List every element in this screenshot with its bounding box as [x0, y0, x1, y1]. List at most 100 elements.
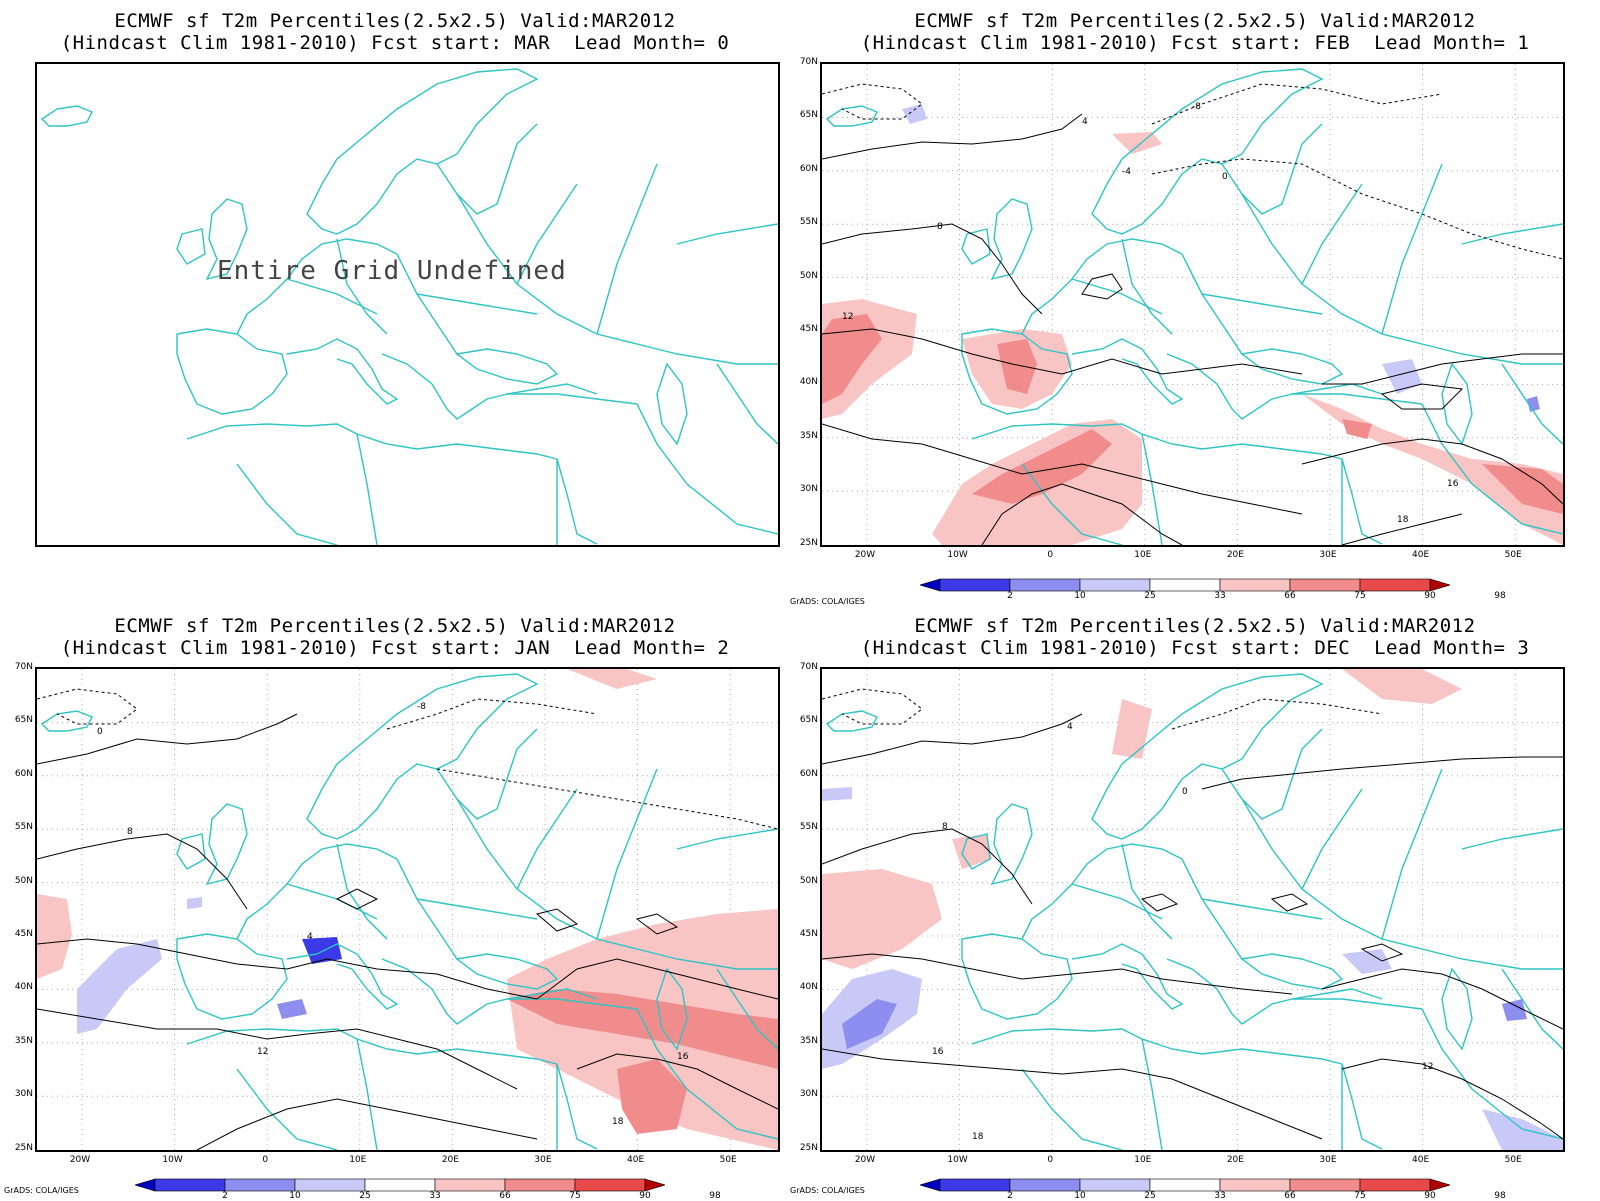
colorbar-label: 66 [1284, 1191, 1296, 1201]
panel-title-line2: (Hindcast Clim 1981-2010) Fcst start: JA… [60, 637, 730, 659]
latitude-label: 50N [799, 270, 818, 281]
latitude-label: 65N [799, 110, 818, 121]
contour-line [1301, 438, 1563, 505]
colorbar-bin [1289, 578, 1361, 592]
colorbar-bin [1149, 578, 1221, 592]
longitude-label: 0 [1047, 1155, 1054, 1165]
coastline-map [40, 68, 778, 545]
cold-anomaly-region [1502, 999, 1527, 1021]
colorbar-bin [364, 1178, 436, 1192]
contour-label: 12 [1422, 1062, 1433, 1072]
grads-credit: GrADS: COLA/IGES [790, 1186, 865, 1195]
longitude-label: 0 [1047, 550, 1054, 560]
contour-label: 18 [612, 1117, 624, 1127]
colorbar-label: 66 [1284, 591, 1296, 601]
latitude-label: 70N [799, 662, 818, 672]
contour-line-dashed [37, 688, 138, 725]
map-frame: -8 -4 0 4 8 12 16 18 [820, 62, 1565, 547]
warm-anomaly-region [1112, 132, 1162, 154]
cold-anomaly-region [1382, 359, 1422, 394]
colorbar-bin [1219, 1178, 1291, 1192]
latitude-label: 30N [799, 1089, 818, 1100]
warm-anomaly-region [822, 869, 942, 969]
colorbar: 2 10 25 33 66 75 90 98 [133, 1177, 721, 1201]
warm-anomaly-region [1342, 669, 1462, 704]
longitude-label: 30E [1319, 1155, 1337, 1165]
contour-labels: -8 0 4 8 12 16 18 [97, 702, 689, 1127]
contour-label: 8 [942, 822, 948, 832]
cold-anomaly-region [1527, 396, 1540, 412]
latitude-label: 40N [799, 982, 818, 993]
contour-line-dashed [1171, 698, 1383, 730]
colorbar-bin [939, 578, 1011, 592]
colorbar-label: 66 [499, 1191, 511, 1201]
latitude-label: 45N [799, 929, 818, 939]
colorbar-label: 10 [289, 1191, 301, 1201]
colorbar-label: 2 [222, 1191, 228, 1201]
contour-line [576, 1053, 778, 1110]
latitude-label: 70N [799, 57, 818, 67]
latitude-label: 35N [799, 430, 818, 441]
colorbar-label: 90 [1424, 1191, 1436, 1201]
contour-line [1341, 1058, 1563, 1140]
contour-lines [822, 83, 1563, 545]
contour-label: 12 [257, 1047, 268, 1057]
longitude-label: 0 [262, 1155, 269, 1165]
colorbar-label: 98 [1494, 591, 1506, 601]
contour-line [822, 713, 1083, 765]
contour-lines [37, 688, 778, 1150]
contour-line [37, 713, 298, 765]
contour-line [37, 833, 248, 910]
colorbar-bin [1219, 578, 1291, 592]
contour-label: 12 [842, 312, 853, 322]
percentile-shading [822, 104, 1563, 545]
longitude-label: 50E [1504, 1155, 1522, 1165]
colorbar-bin [224, 1178, 296, 1192]
contour-label: 0 [1222, 172, 1228, 182]
percentile-shading [37, 669, 778, 1150]
colorbar-bin [294, 1178, 366, 1192]
cold-anomaly-region [77, 939, 162, 1034]
contour-line [1380, 383, 1464, 410]
cold-anomaly-region [277, 999, 307, 1019]
colorbar: 2 10 25 33 66 75 90 98 [918, 577, 1506, 601]
latitude-label: 65N [799, 715, 818, 726]
warm-anomaly-region [1482, 464, 1563, 514]
warm-anomaly-region [997, 339, 1037, 394]
colorbar-label: 10 [1074, 591, 1086, 601]
colorbar-bin [434, 1178, 506, 1192]
contour-label: -8 [417, 702, 426, 712]
percentile-shading [822, 669, 1563, 1150]
cold-anomaly-region [902, 104, 927, 124]
latitude-label: 60N [14, 768, 33, 779]
latitude-label: 35N [14, 1035, 33, 1046]
latitude-label: 55N [799, 822, 818, 833]
contour-line-dashed [1151, 83, 1443, 125]
latitude-label: 45N [799, 324, 818, 334]
colorbar-label: 98 [1494, 1191, 1506, 1201]
cold-anomaly-region [1342, 949, 1392, 974]
contour-label: -4 [1122, 167, 1131, 177]
contour-label: 0 [97, 727, 103, 737]
longitude-label: 20W [854, 1155, 876, 1165]
contour-line [981, 483, 1183, 545]
panel-title-line1: ECMWF sf T2m Percentiles(2.5x2.5) Valid:… [114, 615, 676, 637]
contour-line [1360, 943, 1404, 962]
colorbar-bin [1009, 578, 1081, 592]
contour-label: 18 [972, 1132, 984, 1142]
contour-line [1140, 893, 1179, 912]
latitude-label: 30N [799, 484, 818, 495]
colorbar-label: 90 [639, 1191, 651, 1201]
panel-title-line1: ECMWF sf T2m Percentiles(2.5x2.5) Valid:… [114, 10, 676, 32]
contour-line [1201, 756, 1563, 790]
contour-line [37, 938, 538, 1000]
coastlines [40, 68, 778, 545]
contour-line [1321, 968, 1563, 1030]
longitude-label: 20E [441, 1155, 459, 1165]
contour-line [1081, 273, 1123, 300]
contour-label: 4 [1082, 117, 1088, 127]
contour-line [1341, 513, 1463, 545]
warm-anomaly-region [1112, 699, 1152, 759]
contour-label: 16 [932, 1047, 944, 1057]
contour-line [822, 328, 1303, 375]
